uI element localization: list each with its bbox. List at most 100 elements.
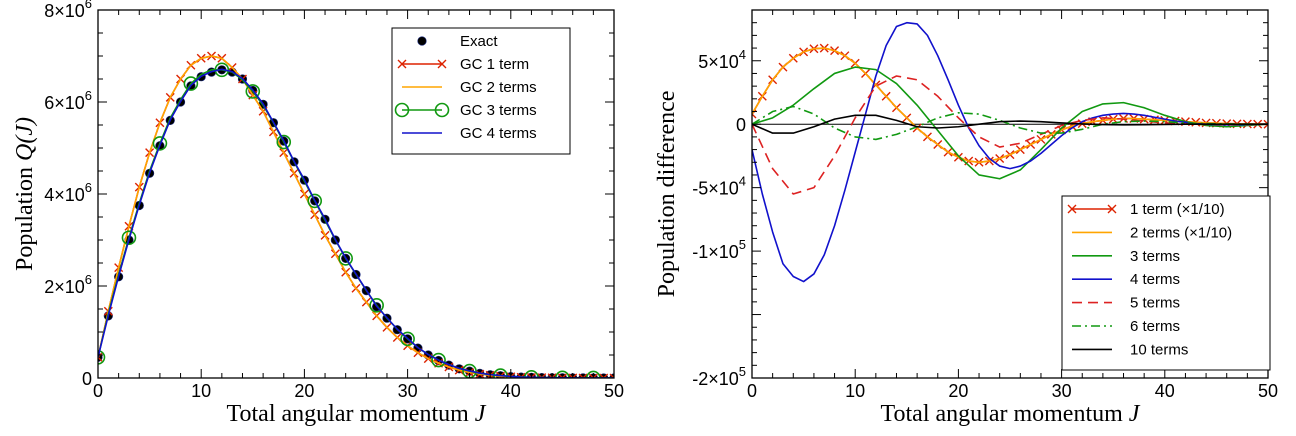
y-tick-exponent: 6 bbox=[85, 88, 92, 103]
y-axis-label-var: Q(J) bbox=[12, 117, 38, 161]
legend-marker bbox=[1067, 204, 1077, 214]
y-axis-label-text: Population difference bbox=[654, 91, 680, 298]
y-tick-base: 0 bbox=[82, 369, 92, 389]
series-5-terms bbox=[752, 75, 1268, 195]
legend: Exact GC 1 term GC 2 terms GC 3 terms GC 4 t… bbox=[391, 27, 571, 155]
series-10-terms bbox=[752, 114, 1268, 134]
legend-label: 1 term (×1/10) bbox=[1130, 201, 1225, 218]
x-axis-label-var: J bbox=[475, 401, 487, 427]
legend-label: 10 terms bbox=[1130, 341, 1188, 358]
legend-label: GC 4 terms bbox=[460, 125, 537, 142]
y-tick-label: 0 bbox=[82, 369, 92, 389]
data-point bbox=[152, 136, 168, 151]
x-axis-label: Total angular momentum J bbox=[881, 401, 1141, 427]
plot-area bbox=[98, 51, 614, 378]
x-axis-label-var: J bbox=[1129, 401, 1141, 427]
series-line bbox=[98, 68, 614, 378]
legend-label: 4 terms bbox=[1130, 271, 1180, 288]
legend-entry: 4 terms bbox=[1072, 271, 1180, 288]
x-tick-label: 30 bbox=[398, 381, 418, 401]
y-tick-exponent: 5 bbox=[739, 237, 746, 252]
data-point bbox=[245, 84, 261, 99]
series-line bbox=[752, 75, 1268, 195]
series-line bbox=[752, 66, 1268, 180]
legend-entry: GC 4 terms bbox=[402, 125, 537, 142]
legend-entry: GC 3 terms bbox=[394, 102, 537, 119]
x-tick-label: 50 bbox=[1258, 381, 1278, 401]
y-tick-base: -2×10 bbox=[692, 369, 739, 389]
data-point bbox=[400, 331, 415, 347]
data-point bbox=[121, 230, 137, 245]
data-point bbox=[369, 298, 384, 313]
legend-marker bbox=[394, 102, 410, 118]
data-point bbox=[609, 373, 614, 378]
right-population-difference-chart: 0 10 20 30 40 50-2×105-1×105-5×10405×104Total… bbox=[654, 9, 1278, 427]
y-axis-label-text: Population bbox=[12, 161, 38, 271]
legend-entry: GC 1 term bbox=[397, 56, 529, 73]
legend-marker bbox=[434, 102, 450, 118]
legend-entry: Exact bbox=[417, 33, 498, 50]
y-tick-base: 2×10 bbox=[44, 277, 85, 297]
legend-label: GC 2 terms bbox=[460, 79, 537, 96]
y-tick-exponent: 4 bbox=[739, 174, 746, 189]
legend-entry: 10 terms bbox=[1072, 341, 1188, 358]
series-4-terms bbox=[752, 21, 1268, 283]
y-tick-label: -1×105 bbox=[692, 237, 746, 262]
data-point bbox=[276, 134, 292, 150]
data-point bbox=[214, 62, 230, 78]
y-tick-base: 8×10 bbox=[44, 1, 85, 21]
y-tick-label: -2×105 bbox=[692, 364, 746, 389]
x-tick-label: 40 bbox=[1155, 381, 1175, 401]
y-tick-base: -5×10 bbox=[692, 179, 739, 199]
data-point bbox=[183, 76, 199, 91]
x-tick-label: 40 bbox=[501, 381, 521, 401]
legend-box bbox=[1061, 195, 1271, 371]
y-tick-exponent: 6 bbox=[85, 180, 92, 195]
y-tick-exponent: 6 bbox=[85, 272, 92, 287]
plot-area bbox=[752, 21, 1268, 283]
y-tick-base: 5×10 bbox=[698, 52, 739, 72]
y-tick-exponent: 4 bbox=[739, 47, 746, 62]
plot-frame bbox=[751, 9, 1269, 379]
data-point bbox=[1263, 119, 1268, 129]
data-point bbox=[431, 352, 446, 368]
x-tick-label: 0 bbox=[93, 381, 103, 401]
x-axis-label-text: Total angular momentum bbox=[881, 401, 1129, 427]
legend-marker bbox=[397, 59, 407, 69]
x-tick-label: 20 bbox=[294, 381, 314, 401]
y-tick-label: 8×106 bbox=[44, 0, 92, 21]
legend: 1 term (×1/10) 2 terms (×1/10) 3 terms 4 te… bbox=[1061, 195, 1271, 371]
legend-entry: 2 terms (×1/10) bbox=[1072, 224, 1232, 241]
series-3-terms bbox=[752, 66, 1268, 180]
data-point bbox=[98, 350, 106, 365]
y-tick-label: 6×106 bbox=[44, 88, 92, 113]
y-tick-base: 0 bbox=[736, 115, 746, 135]
y-axis-label: Population Q(J) bbox=[12, 117, 38, 271]
series-line bbox=[752, 105, 1268, 141]
x-tick-label: 10 bbox=[191, 381, 211, 401]
x-tick-label: 10 bbox=[845, 381, 865, 401]
x-tick-label: 0 bbox=[747, 381, 757, 401]
y-tick-base: 4×10 bbox=[44, 185, 85, 205]
series-1-term-1-10- bbox=[752, 43, 1268, 167]
legend-label: 5 terms bbox=[1130, 295, 1180, 312]
y-tick-base: 6×10 bbox=[44, 93, 85, 113]
y-tick-label: 4×106 bbox=[44, 180, 92, 205]
x-tick-label: 50 bbox=[604, 381, 624, 401]
legend-entry: 5 terms bbox=[1072, 295, 1180, 312]
series-6-terms bbox=[752, 105, 1268, 141]
legend-marker bbox=[437, 59, 447, 69]
y-tick-label: -5×104 bbox=[692, 174, 746, 199]
series-gc-4-terms bbox=[98, 68, 614, 378]
y-tick-label: 2×106 bbox=[44, 272, 92, 297]
legend-marker bbox=[1107, 204, 1117, 214]
legend-label: 3 terms bbox=[1130, 248, 1180, 265]
series-line bbox=[752, 114, 1268, 134]
y-tick-base: -1×10 bbox=[692, 242, 739, 262]
legend-marker bbox=[417, 36, 427, 46]
legend-label: GC 1 term bbox=[460, 56, 529, 73]
y-tick-label: 5×104 bbox=[698, 47, 746, 72]
legend-label: 6 terms bbox=[1130, 318, 1180, 335]
legend-entry: 1 term (×1/10) bbox=[1067, 201, 1225, 218]
